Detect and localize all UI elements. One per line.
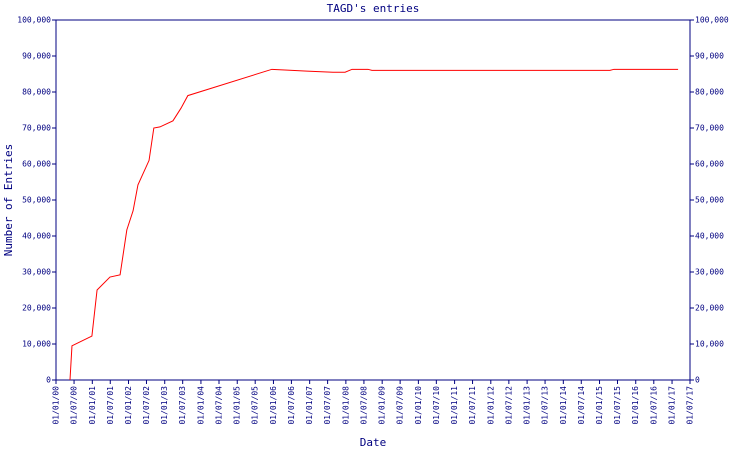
x-tick-label: 01/01/04 (196, 386, 205, 425)
x-tick-label: 01/01/02 (124, 386, 133, 425)
y-tick-label: 90,000 (22, 52, 51, 61)
x-tick-label: 01/01/09 (378, 386, 387, 425)
y-tick-label: 10,000 (22, 340, 51, 349)
y2-tick-label: 0 (695, 376, 700, 385)
x-tick-label: 01/07/00 (70, 386, 79, 425)
x-axis-label: Date (360, 436, 387, 449)
y2-tick-label: 70,000 (695, 124, 724, 133)
x-tick-label: 01/01/08 (341, 386, 350, 425)
x-tick-label: 01/07/17 (686, 386, 695, 425)
x-tick-label: 01/01/01 (88, 386, 97, 425)
y-tick-label: 20,000 (22, 304, 51, 313)
x-tick-label: 01/07/10 (432, 386, 441, 425)
y2-tick-label: 10,000 (695, 340, 724, 349)
y-axis-label: Number of Entries (2, 144, 15, 257)
y2-tick-label: 90,000 (695, 52, 724, 61)
x-tick-label: 01/01/00 (52, 386, 61, 425)
x-tick-label: 01/01/13 (523, 386, 532, 425)
y-tick-label: 100,000 (17, 16, 51, 25)
x-tick-label: 01/01/03 (160, 386, 169, 425)
x-tick-label: 01/07/04 (214, 386, 223, 425)
y2-tick-label: 80,000 (695, 88, 724, 97)
x-tick-label: 01/07/12 (504, 386, 513, 425)
x-tick-label: 01/01/06 (269, 386, 278, 425)
y-tick-label: 40,000 (22, 232, 51, 241)
y2-tick-label: 20,000 (695, 304, 724, 313)
plot-frame (55, 19, 691, 381)
y2-tick-label: 60,000 (695, 160, 724, 169)
y-tick-label: 60,000 (22, 160, 51, 169)
x-tick-label: 01/07/07 (323, 386, 332, 425)
x-tick-label: 01/01/07 (305, 386, 314, 425)
x-tick-label: 01/07/15 (613, 386, 622, 425)
x-tick-label: 01/01/14 (559, 386, 568, 425)
x-tick-label: 01/07/09 (396, 386, 405, 425)
chart-title: TAGD's entries (327, 2, 420, 15)
x-tick-label: 01/01/12 (486, 386, 495, 425)
y2-tick-label: 100,000 (695, 16, 729, 25)
x-tick-label: 01/07/01 (106, 386, 115, 425)
y-tick-label: 0 (46, 376, 51, 385)
x-tick-label: 01/07/03 (178, 386, 187, 425)
x-tick-label: 01/07/06 (287, 386, 296, 425)
x-tick-label: 01/01/11 (450, 386, 459, 425)
x-tick-label: 01/01/15 (595, 386, 604, 425)
x-tick-label: 01/01/16 (631, 386, 640, 425)
x-tick-label: 01/07/05 (251, 386, 260, 425)
data-line (69, 68, 679, 381)
y-tick-label: 70,000 (22, 124, 51, 133)
y2-tick-label: 40,000 (695, 232, 724, 241)
x-tick-label: 01/07/13 (541, 386, 550, 425)
x-tick-label: 01/07/16 (649, 386, 658, 425)
x-tick-label: 01/01/10 (414, 386, 423, 425)
x-tick-label: 01/01/05 (233, 386, 242, 425)
x-tick-label: 01/07/08 (359, 386, 368, 425)
x-tick-label: 01/01/17 (668, 386, 677, 425)
y-tick-label: 80,000 (22, 88, 51, 97)
y2-tick-label: 30,000 (695, 268, 724, 277)
y-tick-label: 30,000 (22, 268, 51, 277)
x-tick-label: 01/07/02 (142, 386, 151, 425)
y2-tick-label: 50,000 (695, 196, 724, 205)
x-tick-label: 01/07/14 (577, 386, 586, 425)
x-tick-label: 01/07/11 (468, 386, 477, 425)
y-tick-label: 50,000 (22, 196, 51, 205)
